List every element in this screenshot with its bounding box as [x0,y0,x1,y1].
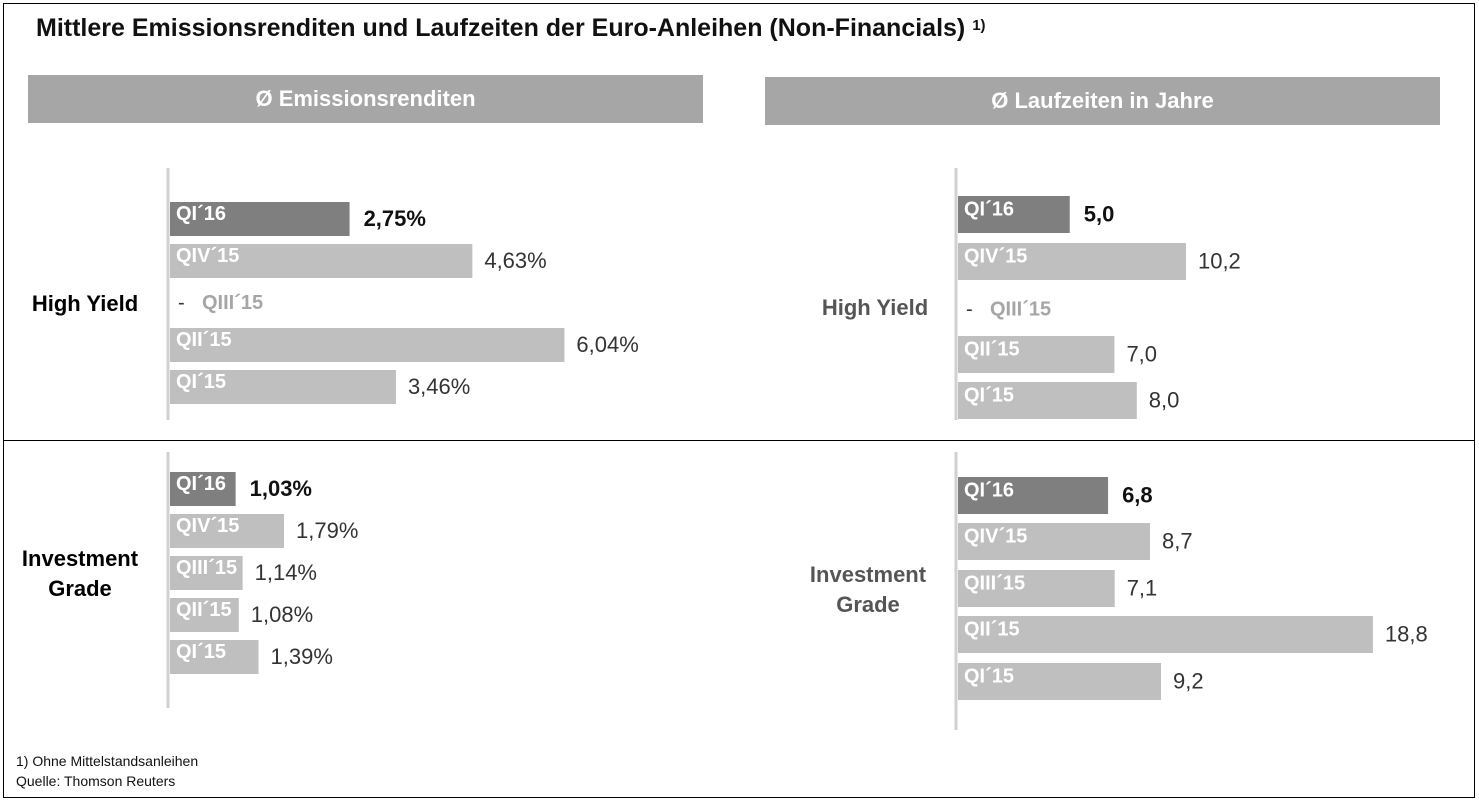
data-label: 4,63% [484,248,546,273]
bar [958,196,1070,233]
data-label: 1,39% [271,644,333,669]
bar [958,616,1373,653]
title-footnote-mark: 1) [972,17,986,34]
data-label: 8,0 [1149,388,1180,413]
bar [170,598,239,632]
bar [170,244,473,278]
page-title: Mittlere Emissionsrenditen und Laufzeite… [36,14,986,43]
bar [958,523,1151,560]
category-label: QIII´15 [964,573,1025,595]
bar [958,243,1186,280]
category-label: QI´16 [964,480,1014,502]
category-label: QIII´15 [176,557,237,579]
category-label: QII´15 [964,339,1020,361]
bar [958,663,1162,700]
footnote-source: Quelle: Thomson Reuters [16,773,176,789]
category-label: QIV´15 [964,246,1027,268]
footnote-1: 1) Ohne Mittelstandsanleihen [16,753,199,769]
header-emissionsrenditen: Ø Emissionsrenditen [28,75,703,123]
data-label: 2,75% [364,206,426,231]
category-label: QII´15 [176,599,232,621]
data-label: 7,0 [1126,342,1157,367]
data-label: 8,7 [1162,529,1193,554]
header-laufzeiten: Ø Laufzeiten in Jahre [765,77,1440,125]
missing-value-dash: - [178,292,185,314]
data-label: 1,79% [296,518,358,543]
row-label-high-yield-right: High Yield [821,295,929,320]
data-label: 1,14% [255,560,317,585]
bar [170,472,236,506]
category-label: QI´16 [176,473,226,495]
category-label: QIII´15 [990,299,1051,321]
category-label: QI´15 [176,371,226,393]
row-label-investment-grade-left: Investment Grade [21,546,139,601]
bar [170,556,243,590]
category-label: QII´15 [964,619,1020,641]
row-label-investment-grade-right: Investment Grade [809,562,927,617]
category-label: QI´15 [176,641,226,663]
category-label: QI´15 [964,666,1014,688]
data-label: 6,8 [1122,483,1153,508]
title-text: Mittlere Emissionsrenditen und Laufzeite… [36,14,966,42]
bar [958,336,1115,373]
category-label: QIV´15 [176,515,239,537]
bar [958,477,1109,514]
bar [958,570,1115,607]
bar [170,202,350,236]
data-label: 5,0 [1084,202,1115,227]
data-label: 1,08% [251,602,313,627]
bar [170,514,285,548]
category-label: QIV´15 [964,526,1027,548]
data-label: 1,03% [250,476,312,501]
data-label: 10,2 [1198,249,1241,274]
row-label-high-yield-left: High Yield [31,291,139,316]
data-label: 3,46% [408,374,470,399]
bar [170,640,259,674]
bar [170,328,565,362]
bar [958,382,1137,419]
missing-value-dash: - [966,299,973,321]
section-divider [3,440,1475,441]
category-label: QI´16 [964,199,1014,221]
data-label: 18,8 [1385,622,1428,647]
category-label: QIV´15 [176,245,239,267]
category-label: QII´15 [176,329,232,351]
category-label: QI´15 [964,385,1014,407]
data-label: 7,1 [1127,576,1158,601]
bar [170,370,396,404]
data-label: 6,04% [576,332,638,357]
category-label: QI´16 [176,203,226,225]
chart-frame [3,3,1475,798]
category-label: QIII´15 [202,292,263,314]
data-label: 9,2 [1173,669,1204,694]
